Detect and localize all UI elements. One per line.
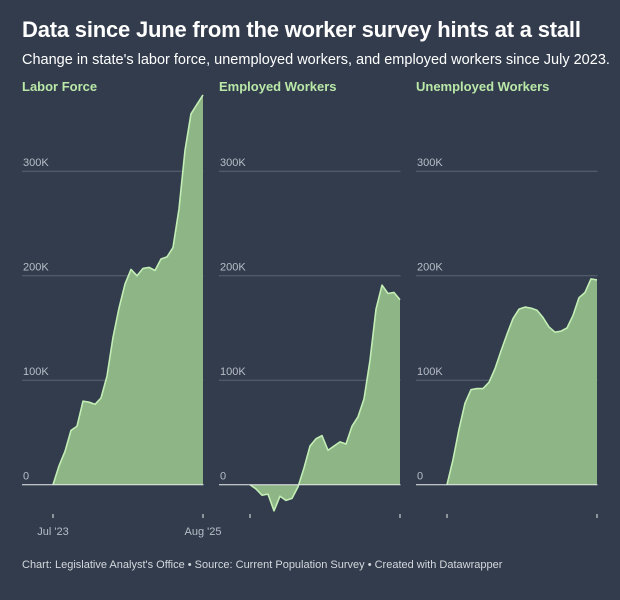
y-tick-label: 0	[220, 471, 226, 483]
x-tick-label: Aug '25	[185, 526, 222, 538]
panel-employed-workers: 0 100K 200K 300K	[219, 157, 401, 518]
y-tick-label: 100K	[417, 366, 443, 378]
panel-unemployed-workers: 0 100K 200K 300K	[416, 157, 598, 518]
x-tick-label: Jul '23	[37, 526, 68, 538]
series-area	[250, 285, 400, 511]
panel-title-unemployed-workers: Unemployed Workers	[416, 79, 550, 94]
y-tick-label: 200K	[23, 262, 49, 274]
y-tick-label: 100K	[220, 366, 246, 378]
series-line	[249, 284, 401, 512]
chart-title: Data since June from the worker survey h…	[22, 17, 581, 42]
series-area	[53, 94, 203, 485]
panel-title-labor-force: Labor Force	[22, 79, 98, 94]
footer-credit: Chart: Legislative Analyst's Office • So…	[22, 559, 503, 571]
y-tick-label: 0	[23, 471, 29, 483]
y-tick-label: 300K	[220, 157, 246, 169]
y-tick-label: 300K	[417, 157, 443, 169]
panel-labor-force: 0 100K 200K 300K Jul '23 Aug '25	[22, 94, 222, 538]
y-tick-label: 200K	[220, 262, 246, 274]
y-tick-label: 300K	[23, 157, 49, 169]
series-line	[52, 94, 204, 485]
series-line	[446, 278, 598, 485]
chart-subtitle: Change in state's labor force, unemploye…	[22, 52, 610, 68]
series-area	[447, 278, 597, 485]
y-tick-label: 0	[417, 471, 423, 483]
y-tick-label: 200K	[417, 262, 443, 274]
y-tick-label: 100K	[23, 366, 49, 378]
panel-title-employed-workers: Employed Workers	[219, 79, 337, 94]
